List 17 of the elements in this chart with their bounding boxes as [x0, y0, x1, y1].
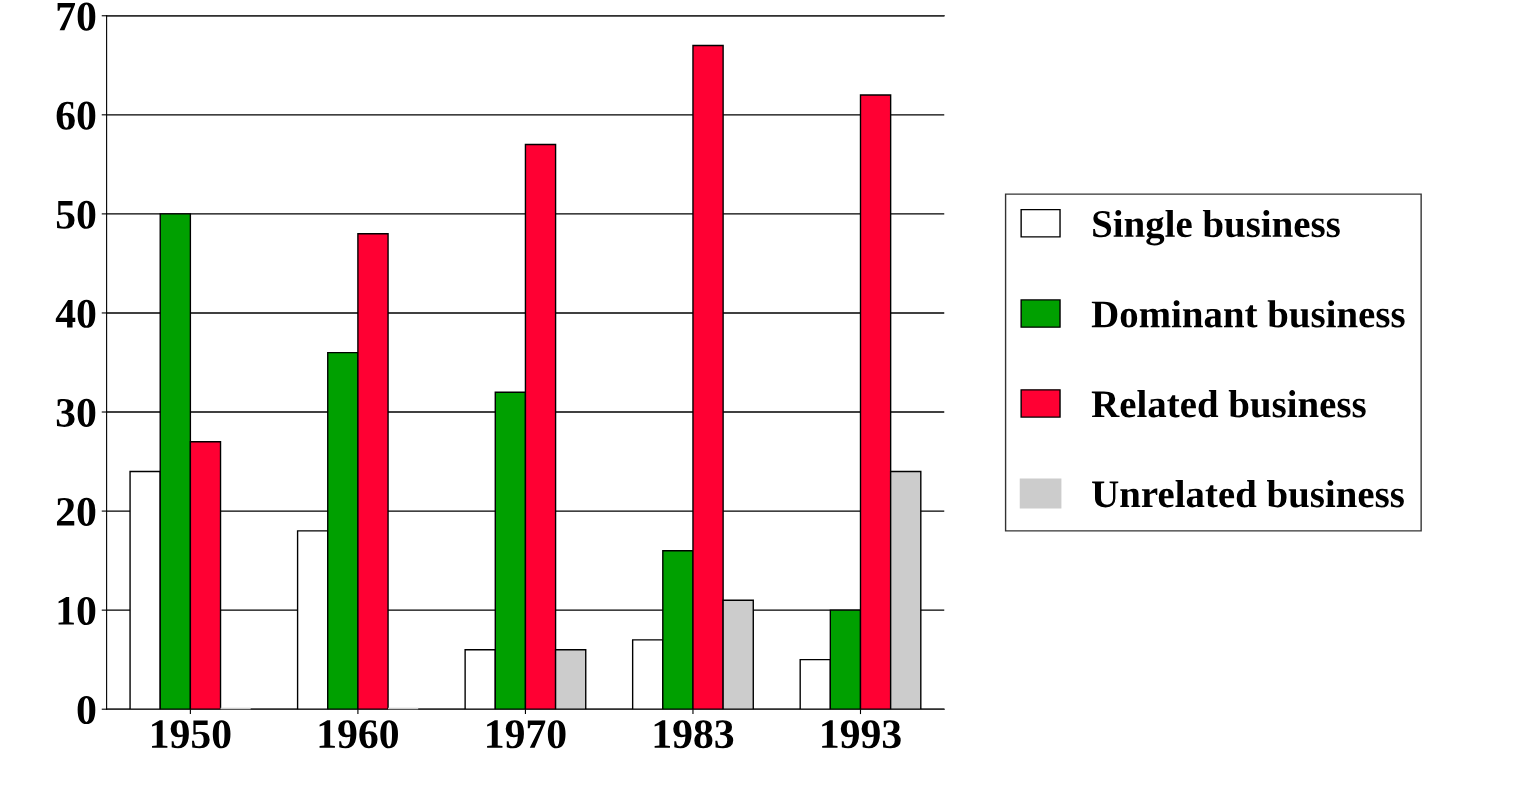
y-tick-label: 60	[56, 101, 96, 130]
x-tick-label: 1970	[487, 720, 566, 749]
x-tick-label: 1993	[822, 720, 901, 749]
x-tick-label: 1950	[152, 720, 231, 749]
legend-label: Single business	[1093, 209, 1340, 246]
x-tick-label: 1983	[654, 720, 734, 749]
y-tick-label: 0	[77, 695, 96, 725]
y-tick-label: 30	[56, 398, 96, 427]
y-tick-label: 10	[58, 596, 96, 625]
legend-label: Unrelated business	[1092, 480, 1404, 508]
legend-label: Related business	[1091, 390, 1366, 418]
y-tick-label: 50	[56, 200, 96, 229]
y-tick-label: 20	[56, 497, 96, 526]
x-tick-label: 1960	[319, 720, 398, 749]
legend-label: Dominant business	[1091, 300, 1405, 328]
y-tick-label: 40	[55, 299, 96, 328]
y-tick-label: 70	[57, 2, 96, 31]
